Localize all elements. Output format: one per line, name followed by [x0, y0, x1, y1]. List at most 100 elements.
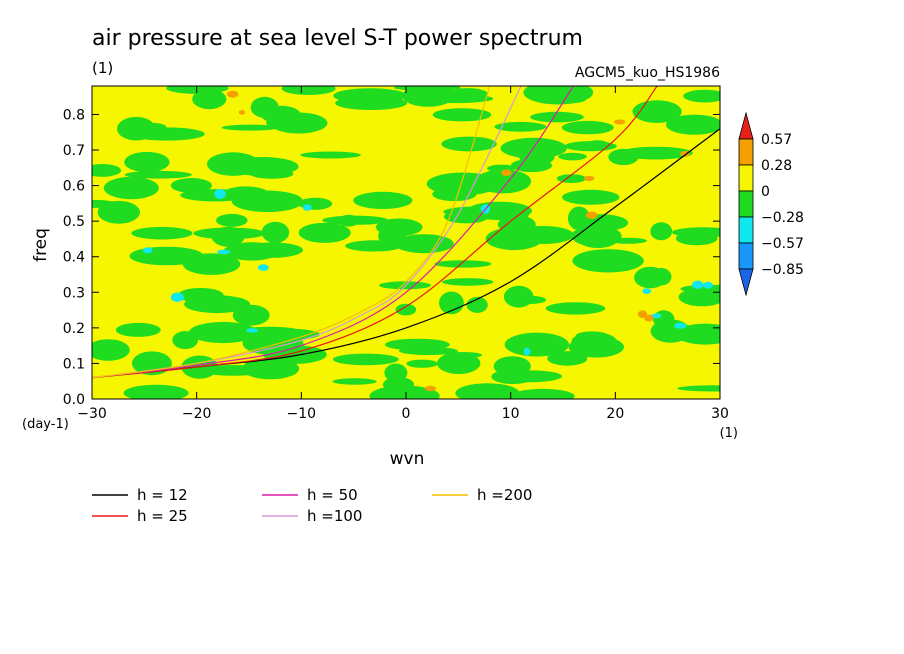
negative-region: [395, 303, 417, 316]
y-tick-label: 0.4: [63, 250, 85, 266]
y-tick-label: 0.6: [63, 179, 85, 195]
negative-region: [562, 189, 620, 205]
negative-region: [519, 148, 555, 166]
negative-region: [442, 278, 494, 286]
negative-region: [177, 288, 224, 303]
negative-region: [298, 222, 351, 243]
dispersion-curve-h200: [92, 86, 491, 379]
legend-label: h =100: [307, 507, 362, 525]
negative-region: [572, 249, 644, 273]
colorbar-label: 0.57: [761, 132, 792, 148]
negative-region: [530, 111, 584, 123]
chart-title: air pressure at sea level S-T power spec…: [92, 26, 583, 51]
negative-region: [487, 164, 516, 173]
negative-region: [353, 191, 413, 209]
negative-region: [608, 148, 639, 166]
negative-region: [92, 164, 122, 177]
negative-region: [166, 86, 229, 94]
x-tick-label: −10: [287, 406, 317, 422]
strong-positive-spot: [644, 314, 654, 322]
colorbar-box: [738, 190, 754, 218]
negative-region: [547, 351, 588, 366]
negative-region: [439, 291, 464, 315]
strong-positive-spot: [583, 175, 595, 182]
model-label: AGCM5_kuo_HS1986: [575, 65, 720, 81]
y-tick-label: 0.3: [63, 285, 85, 301]
negative-region: [666, 114, 720, 135]
negative-region: [650, 319, 691, 343]
negative-region: [523, 86, 594, 105]
negative-region: [420, 88, 459, 100]
strong-negative-spot: [214, 189, 226, 199]
negative-region: [494, 121, 547, 132]
negative-region: [216, 213, 248, 227]
negative-region: [567, 206, 591, 231]
negative-region: [447, 88, 488, 101]
negative-region: [576, 227, 620, 249]
negative-region: [269, 112, 328, 134]
negative-region: [426, 172, 499, 196]
x-axis-unit: (1): [720, 426, 738, 441]
negative-region: [250, 96, 279, 118]
colorbar: 0.57 0.28 0 −0.28 −0.57 −0.85: [738, 111, 804, 297]
negative-region: [561, 120, 614, 135]
legend-label: h = 25: [137, 507, 188, 525]
x-tick-label: 20: [606, 406, 624, 422]
negative-region: [683, 89, 720, 103]
negative-region: [115, 322, 161, 337]
negative-region: [131, 226, 193, 240]
strong-positive-spot: [680, 150, 690, 157]
negative-region: [117, 116, 156, 141]
negative-region: [558, 152, 587, 161]
strong-negative-spot: [703, 281, 713, 289]
y-tick-label: 0.7: [63, 143, 85, 159]
y-axis-label: freq: [31, 228, 51, 262]
negative-region: [92, 339, 130, 361]
negative-region: [466, 296, 488, 313]
colorbar-label: −0.28: [761, 210, 804, 226]
colorbar-label: −0.57: [761, 236, 804, 252]
y-tick-label: 0.8: [63, 107, 85, 123]
negative-region: [437, 352, 481, 375]
colorbar-top-arrow: [738, 111, 754, 140]
strong-negative-spot: [651, 313, 662, 319]
x-tick-label: −20: [182, 406, 212, 422]
negative-region: [226, 157, 299, 176]
negative-region: [192, 89, 227, 110]
negative-region: [632, 100, 682, 123]
negative-region: [332, 378, 377, 385]
negative-region: [556, 174, 587, 184]
strong-positive-spot: [637, 310, 648, 319]
negative-region: [432, 108, 492, 122]
dispersion-curve-h50: [92, 86, 574, 379]
strong-negative-spot: [246, 328, 259, 333]
legend: h = 12 h = 25 h = 50 h =100 h =200: [92, 486, 532, 525]
strong-positive-spot: [613, 119, 626, 125]
strong-negative-spot: [170, 292, 184, 302]
y-axis-unit: (day-1): [22, 417, 69, 432]
plot-area: [91, 85, 721, 400]
negative-region: [369, 385, 440, 399]
negative-region: [441, 136, 497, 152]
strong-negative-spot: [692, 280, 704, 289]
strong-negative-spot: [142, 247, 153, 254]
negative-region: [163, 248, 201, 264]
negative-region: [211, 226, 245, 247]
y-axis: 0.0 0.1 0.2 0.3 0.4 0.5 0.6 0.7 0.8: [63, 107, 720, 408]
strong-negative-spot: [302, 204, 312, 211]
negative-region: [512, 226, 574, 244]
legend-label: h = 12: [137, 486, 188, 504]
negative-region: [333, 88, 408, 104]
negative-region: [241, 357, 300, 380]
legend-label: h =200: [477, 486, 532, 504]
negative-region: [677, 385, 720, 392]
dispersion-curve-h25: [92, 86, 658, 379]
colorbar-label: 0.28: [761, 158, 792, 174]
negative-region: [221, 124, 279, 131]
x-axis: −30 −20 −10 0 10 20 30: [77, 86, 729, 422]
x-tick-label: 0: [402, 406, 411, 422]
legend-label: h = 50: [307, 486, 358, 504]
negative-region: [300, 151, 361, 159]
negative-region: [281, 86, 336, 95]
negative-region: [332, 353, 399, 366]
